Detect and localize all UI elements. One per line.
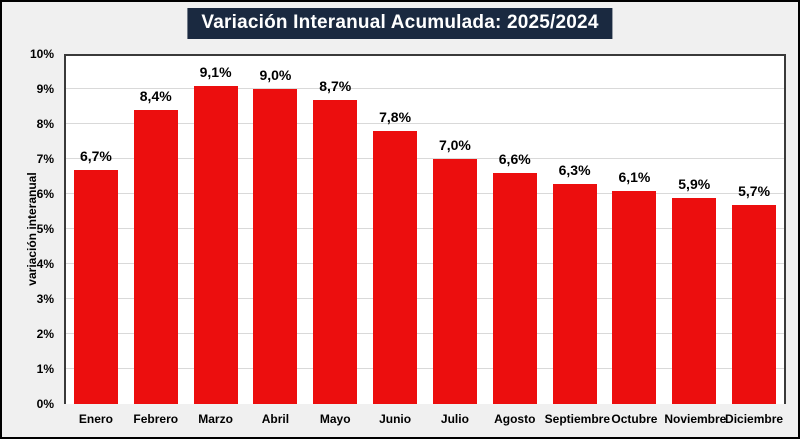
x-axis-label-junio: Junio [379, 412, 412, 426]
bar-slot: 7,8% [365, 56, 425, 404]
bar-slot: 8,7% [305, 56, 365, 404]
gridline [66, 333, 784, 334]
plot-area: 6,7% 8,4% 9,1% 9,0% 8,7% 7,8% 7,0% 6,6% 6,3% 6,1%… [64, 54, 786, 404]
y-tick-label: 2% [36, 327, 54, 341]
bar-febrero [133, 110, 178, 404]
y-tick-label: 7% [36, 152, 54, 166]
bar-value-label: 5,7% [738, 182, 771, 199]
x-axis-label-octubre: Octubre [611, 412, 658, 426]
y-tick-label: 5% [36, 222, 54, 236]
bar-value-label: 7,8% [379, 109, 412, 125]
y-tick-label: 4% [36, 257, 54, 271]
bar-slot: 9,1% [186, 56, 246, 404]
bar-value-label: 9,1% [199, 63, 232, 80]
bar-value-label: 6,6% [498, 151, 531, 167]
x-axis-label-agosto: Agosto [494, 412, 536, 426]
bar-mayo [313, 99, 358, 404]
x-axis-label-septiembre: Septiembre [544, 412, 611, 426]
chart-title: Variación Interanual Acumulada: 2025/202… [187, 8, 613, 39]
y-tick-label: 3% [36, 292, 54, 306]
gridline [66, 263, 784, 264]
bars-container: 6,7% 8,4% 9,1% 9,0% 8,7% 7,8% 7,0% 6,6% 6,3% 6,1%… [66, 56, 784, 404]
bar-julio [432, 159, 477, 404]
bar-slot: 9,0% [246, 56, 306, 404]
bar-noviembre [672, 197, 717, 404]
y-tick-label: 1% [36, 362, 54, 376]
gridline [66, 123, 784, 124]
bar-value-label: 5,9% [678, 175, 711, 192]
x-axis-label-noviembre: Noviembre [664, 412, 727, 426]
bar-value-label: 6,7% [79, 147, 112, 164]
y-tick-label: 10% [29, 47, 54, 61]
y-tick-label: 9% [36, 82, 54, 96]
bar-diciembre [732, 204, 777, 404]
bar-value-label: 7,0% [438, 137, 471, 153]
x-axis-label-enero: Enero [78, 412, 113, 426]
bar-slot: 6,1% [605, 56, 665, 404]
x-axis-label-abril: Abril [261, 412, 290, 426]
gridline [66, 228, 784, 229]
y-tick-label: 0% [36, 397, 54, 411]
bar-agosto [492, 173, 537, 404]
bar-slot: 8,4% [126, 56, 186, 404]
bar-septiembre [552, 183, 597, 404]
bar-slot: 5,7% [724, 56, 784, 404]
x-axis-label-julio: Julio [440, 412, 469, 426]
bar-slot: 6,3% [545, 56, 605, 404]
bar-junio [373, 131, 418, 404]
bar-enero [73, 169, 118, 404]
y-tick-label: 8% [36, 117, 54, 131]
bar-slot: 7,0% [425, 56, 485, 404]
bar-slot: 6,6% [485, 56, 545, 404]
bar-value-label: 9,0% [259, 67, 292, 83]
bar-abril [253, 89, 298, 404]
gridline [66, 158, 784, 159]
gridline [66, 298, 784, 299]
x-axis-label-febrero: Febrero [133, 412, 179, 426]
bar-value-label: 8,7% [319, 77, 352, 94]
x-axis-label-marzo: Marzo [198, 412, 233, 426]
x-axis-label-mayo: Mayo [319, 412, 351, 426]
gridline [66, 88, 784, 89]
bar-slot: 6,7% [66, 56, 126, 404]
y-tick-label: 6% [36, 187, 54, 201]
x-axis-label-diciembre: Diciembre [725, 412, 784, 426]
bar-marzo [193, 85, 238, 404]
bar-value-label: 8,4% [139, 88, 172, 104]
bar-value-label: 6,3% [558, 161, 591, 178]
bar-slot: 5,9% [664, 56, 724, 404]
bar-octubre [612, 190, 657, 404]
gridline [66, 193, 784, 194]
bar-value-label: 6,1% [618, 168, 651, 185]
gridline [66, 368, 784, 369]
